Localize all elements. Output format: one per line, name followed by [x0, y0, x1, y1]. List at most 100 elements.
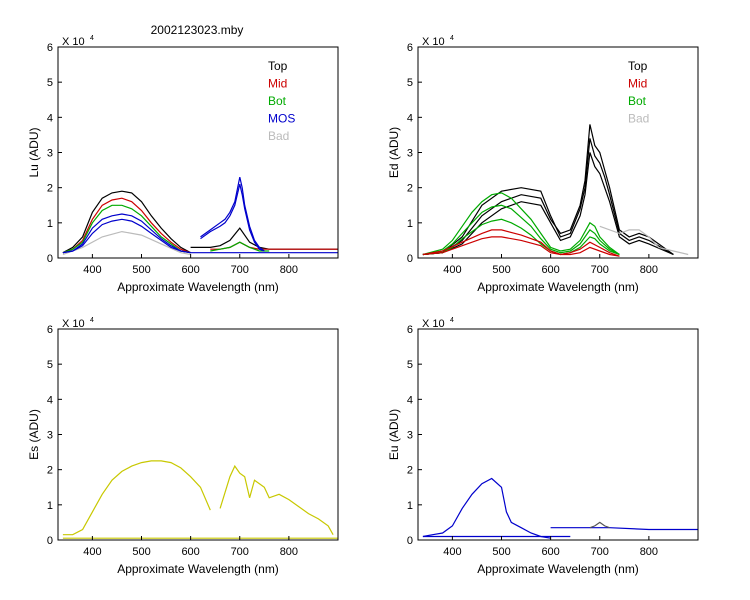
series-line-lu-4 — [62, 204, 191, 254]
plot-frame-ed — [417, 46, 699, 259]
x-tick-label: 400 — [443, 264, 461, 276]
series-group-eu — [422, 477, 698, 539]
y-tick-label: 1 — [407, 218, 413, 230]
legend-entry-bot: Bot — [268, 94, 287, 108]
y-multiplier-exponent: 4 — [90, 317, 94, 324]
y-tick-label: 2 — [407, 183, 413, 195]
series-line-lu-0 — [62, 190, 191, 254]
y-multiplier-exponent: 4 — [450, 35, 454, 42]
legend-entry-mid: Mid — [268, 77, 287, 91]
y-tick-label: 6 — [47, 324, 53, 336]
x-tick-label: 600 — [541, 546, 559, 558]
x-axis-label: Approximate Wavelength (nm) — [117, 280, 279, 294]
series-line-eu-2 — [550, 527, 698, 531]
y-axis-label: Eu (ADU) — [387, 409, 401, 460]
x-tick-label: 700 — [591, 264, 609, 276]
y-tick-label: 3 — [407, 430, 413, 442]
y-tick-label: 6 — [407, 324, 413, 336]
series-line-eu-3 — [589, 521, 610, 529]
x-tick-label: 700 — [231, 264, 249, 276]
series-line-lu-8 — [62, 213, 191, 254]
x-tick-label: 500 — [132, 264, 150, 276]
y-tick-label: 2 — [47, 465, 53, 477]
plot-frame-eu — [417, 328, 699, 541]
y-tick-label: 2 — [407, 465, 413, 477]
x-axis-label: Approximate Wavelength (nm) — [117, 562, 279, 576]
y-multiplier-label: X 10 — [422, 36, 445, 48]
y-tick-label: 0 — [47, 535, 53, 547]
series-line-lu-5 — [210, 241, 270, 252]
y-tick-label: 5 — [47, 359, 53, 371]
figure-title: 2002123023.mby — [151, 23, 244, 37]
series-line-ed-1 — [422, 138, 674, 256]
x-tick-label: 700 — [231, 546, 249, 558]
y-tick-label: 1 — [407, 500, 413, 512]
series-group-ed — [422, 124, 689, 257]
y-multiplier-exponent: 4 — [90, 35, 94, 42]
x-tick-label: 500 — [132, 546, 150, 558]
series-group-lu — [62, 176, 338, 256]
y-tick-label: 5 — [407, 359, 413, 371]
series-line-ed-7 — [422, 236, 620, 257]
x-tick-label: 600 — [181, 264, 199, 276]
x-tick-label: 800 — [280, 264, 298, 276]
y-tick-label: 1 — [47, 500, 53, 512]
y-tick-label: 0 — [47, 253, 53, 265]
chart-eu: 0 1 2 3 4 5 6 400 500 600 700 800 X 10 4 Approximate W… — [387, 317, 699, 576]
y-multiplier-label: X 10 — [62, 36, 85, 48]
x-tick-label: 800 — [640, 264, 658, 276]
x-tick-label: 600 — [181, 546, 199, 558]
y-tick-label: 0 — [407, 253, 413, 265]
legend-entry-bad: Bad — [268, 129, 289, 143]
series-line-lu-10 — [200, 183, 265, 252]
y-axis-label: Lu (ADU) — [27, 127, 41, 177]
y-tick-label: 5 — [407, 77, 413, 89]
y-tick-label: 1 — [47, 218, 53, 230]
series-line-es-1 — [219, 464, 334, 535]
series-line-ed-4 — [422, 192, 620, 256]
series-line-ed-8 — [422, 229, 620, 257]
y-tick-label: 6 — [407, 42, 413, 54]
x-axis-label: Approximate Wavelength (nm) — [477, 280, 639, 294]
legend-entry-bot: Bot — [628, 94, 647, 108]
series-line-ed-6 — [422, 218, 620, 256]
x-tick-label: 500 — [492, 546, 510, 558]
x-tick-label: 800 — [640, 546, 658, 558]
y-multiplier-exponent: 4 — [450, 317, 454, 324]
y-tick-label: 4 — [47, 394, 53, 406]
series-line-ed-2 — [422, 152, 674, 256]
x-tick-label: 400 — [83, 264, 101, 276]
legend-entry-top: Top — [268, 59, 288, 73]
series-line-lu-3 — [210, 241, 338, 250]
x-axis-label: Approximate Wavelength (nm) — [477, 562, 639, 576]
chart-ed: 0 1 2 3 4 5 6 400 500 600 700 800 X 10 4 Approximate W… — [387, 35, 699, 294]
chart-lu: 0 1 2 3 4 5 6 400 500 600 700 800 X 10 4 Approximate W… — [27, 35, 339, 294]
series-line-lu-6 — [62, 230, 191, 256]
plot-frame-es — [57, 328, 339, 541]
y-tick-label: 3 — [47, 430, 53, 442]
y-multiplier-label: X 10 — [422, 318, 445, 330]
series-line-ed-0 — [422, 124, 674, 256]
series-line-ed-3 — [599, 225, 689, 256]
x-tick-label: 400 — [443, 546, 461, 558]
legend-entry-mos: MOS — [268, 112, 295, 126]
series-line-es-0 — [62, 460, 211, 536]
y-tick-label: 3 — [47, 148, 53, 160]
y-tick-label: 6 — [47, 42, 53, 54]
y-tick-label: 3 — [407, 148, 413, 160]
y-multiplier-label: X 10 — [62, 318, 85, 330]
series-line-lu-9 — [200, 176, 265, 252]
y-tick-label: 2 — [47, 183, 53, 195]
series-line-eu-0 — [422, 477, 551, 539]
series-group-es — [62, 460, 338, 539]
y-axis-label: Es (ADU) — [27, 409, 41, 460]
y-tick-label: 5 — [47, 77, 53, 89]
x-tick-label: 500 — [492, 264, 510, 276]
x-tick-label: 700 — [591, 546, 609, 558]
y-tick-label: 4 — [47, 112, 53, 124]
x-tick-label: 800 — [280, 546, 298, 558]
legend-entry-top: Top — [628, 59, 648, 73]
series-line-lu-1 — [190, 227, 338, 250]
y-tick-label: 4 — [407, 112, 413, 124]
